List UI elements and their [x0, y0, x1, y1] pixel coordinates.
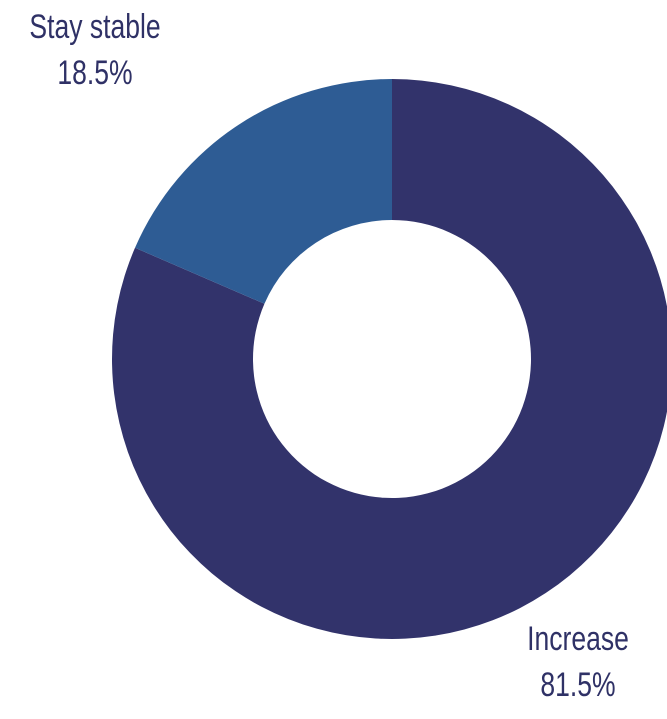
slice-label-stay-stable: Stay stable 18.5%	[25, 4, 165, 96]
slice-value-increase: 81.5%	[540, 666, 616, 704]
slice-label-increase: Increase 81.5%	[516, 616, 641, 708]
slice-name-increase: Increase	[527, 620, 629, 658]
donut-slice-stay-stable	[135, 79, 393, 304]
donut-slice-increase	[112, 79, 667, 639]
slice-name-stay-stable: Stay stable	[29, 8, 161, 46]
slice-value-stay-stable: 18.5%	[57, 54, 133, 92]
donut-slices	[112, 79, 667, 639]
